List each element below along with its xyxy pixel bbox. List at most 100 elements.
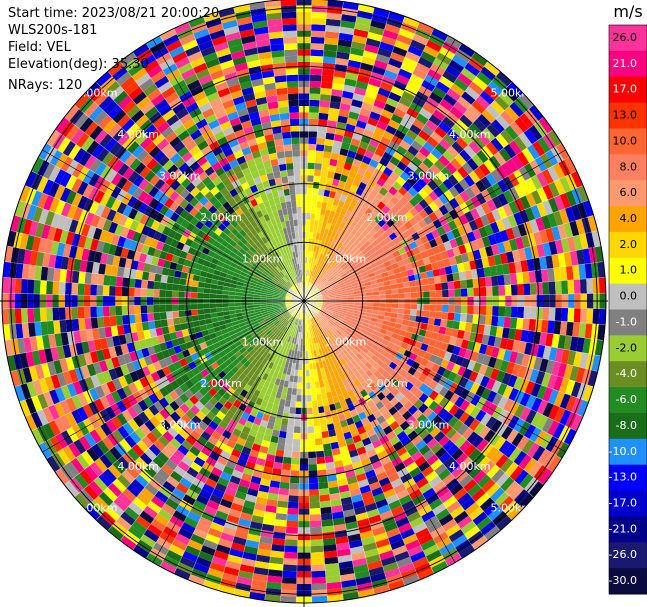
ppi-gate [468,140,481,154]
ppi-gate [141,347,150,358]
ppi-gate [423,241,432,251]
ppi-gate [386,161,397,172]
ppi-gate [274,417,283,425]
ppi-gate [276,506,288,515]
ppi-gate [126,342,136,353]
ppi-gate [420,271,428,280]
ppi-gate [346,241,353,249]
ppi-gate [484,61,501,77]
ppi-gate [500,458,514,473]
ppi-gate [306,194,313,201]
ppi-gate [432,503,447,516]
ppi-gate [541,269,549,283]
ppi-gate [211,430,222,441]
ppi-gate [377,450,389,460]
ppi-gate [309,68,323,76]
ppi-gate [256,337,263,345]
ppi-gate [314,163,323,170]
ppi-gate [523,457,538,474]
ppi-gate [366,268,374,275]
ppi-gate [317,475,328,483]
ppi-gate [542,199,554,215]
ppi-gate [340,96,353,106]
ppi-gate [537,137,551,154]
ppi-gate [486,198,498,212]
ppi-gate [440,342,449,352]
ppi-gate [204,441,216,452]
ppi-gate [140,305,148,314]
ppi-gate [320,326,326,334]
ppi-gate [503,273,511,286]
ppi-gate [226,370,235,379]
ppi-gate [203,303,210,309]
ppi-gate [353,258,361,266]
ppi-gate [156,468,170,481]
ppi-gate [553,267,562,282]
ppi-gate [176,241,185,251]
ppi-gate [240,557,256,567]
ppi-gate [99,133,113,148]
ppi-gate [334,339,341,346]
ppi-gate [402,533,418,546]
ppi-gate [448,304,455,313]
ppi-gate [382,562,399,573]
ppi-gate [459,132,473,146]
ppi-gate [371,460,383,470]
ppi-gate [369,211,378,220]
ppi-gate [343,340,350,347]
ppi-gate [451,124,465,137]
ppi-gate [201,415,213,426]
ppi-gate [306,219,311,226]
ppi-gate [312,317,316,324]
ppi-gate [90,284,97,296]
ppi-gate [377,366,386,375]
ppi-gate [343,411,353,420]
ppi-gate [352,557,368,567]
ppi-gate [394,550,410,562]
ppi-gate [490,368,500,381]
ppi-gate [426,248,435,257]
ppi-gate [126,483,141,498]
ppi-gate [414,321,422,329]
ppi-gate [124,506,140,521]
ppi-gate [281,318,287,324]
ppi-gate [437,349,447,359]
ppi-gate [214,227,223,236]
ppi-gate [332,140,343,149]
ppi-gate [412,556,429,569]
ppi-gate [332,517,346,526]
ppi-gate [489,265,498,277]
ppi-gate [342,457,353,467]
ppi-gate [360,176,370,185]
ppi-gate [519,406,532,422]
ppi-gate [171,422,183,434]
ppi-gate [77,306,85,319]
ppi-gate [338,325,346,332]
ppi-gate [553,195,565,211]
ppi-gate [332,313,339,318]
ppi-gate [431,415,443,427]
ppi-gate [447,281,455,290]
ppi-gate [120,364,130,376]
ppi-gate [377,218,387,228]
ppi-gate [377,227,386,236]
ppi-gate [369,138,380,148]
ppi-gate [323,316,329,322]
ppi-gate [53,227,63,243]
ppi-gate [361,212,370,222]
ppi-gate [520,329,529,343]
ppi-gate [329,435,338,444]
ppi-gate [251,579,267,588]
ppi-gate [333,322,341,328]
ppi-gate [289,375,295,383]
ppi-gate [31,190,43,207]
ppi-gate [364,330,373,337]
ppi-gate [416,291,424,298]
ppi-gate [286,328,291,336]
ppi-gate [322,62,336,71]
ppi-gate [237,518,252,528]
ppi-gate [252,509,265,518]
ppi-gate [327,308,335,312]
ppi-gate [356,582,373,592]
ppi-gate [340,253,348,260]
